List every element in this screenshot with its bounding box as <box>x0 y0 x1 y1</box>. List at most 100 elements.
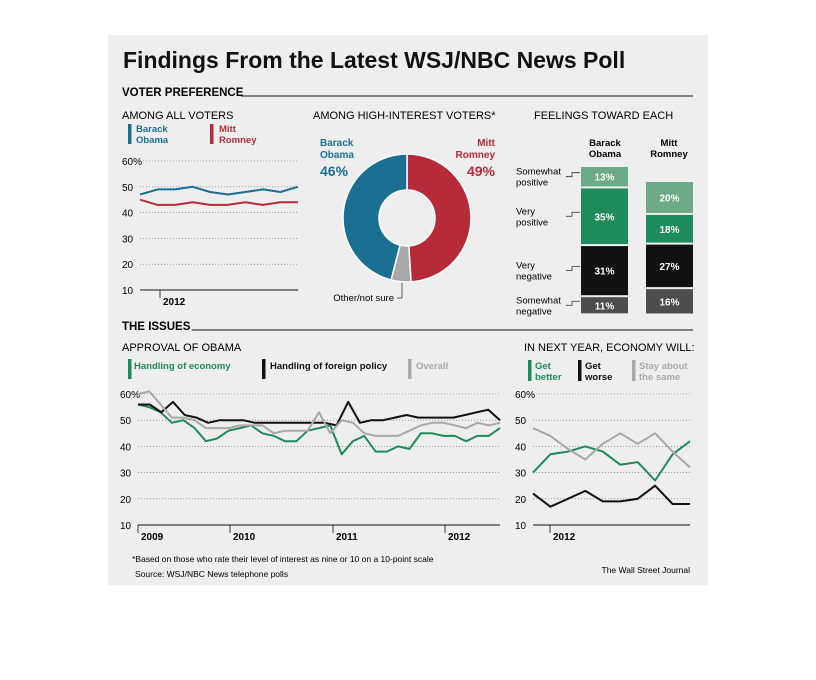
category-leader <box>566 266 580 272</box>
chart-title: AMONG HIGH-INTEREST VOTERS* <box>313 110 496 122</box>
legend-swatch <box>128 124 132 144</box>
y-tick-label: 10 <box>122 286 134 297</box>
x-tick-label: 2012 <box>448 532 471 543</box>
bar-segment <box>581 246 628 296</box>
category-leader <box>566 300 580 306</box>
category-label: Somewhat <box>516 295 561 306</box>
legend-swatch <box>408 359 412 379</box>
y-tick-label: 20 <box>122 260 134 271</box>
legend-label: Mitt <box>219 124 237 135</box>
legend-label: Obama <box>136 135 169 146</box>
slice-label: Other/not sure <box>333 293 394 304</box>
series-line-romney <box>139 198 298 206</box>
y-tick-label: 60% <box>120 390 140 401</box>
legend-swatch <box>578 360 582 381</box>
legend-label: Get <box>535 361 552 372</box>
y-tick-label: 60% <box>515 390 535 401</box>
bar-segment <box>581 297 628 314</box>
legend-swatch <box>128 359 132 379</box>
callout-line <box>397 280 403 299</box>
series-line-worse <box>532 484 690 508</box>
legend-label: Overall <box>416 361 448 372</box>
y-tick-label: 30 <box>120 469 132 480</box>
y-tick-label: 30 <box>515 469 527 480</box>
series-line-same <box>532 427 691 469</box>
series-line-overall <box>137 390 501 437</box>
donut-slice <box>342 153 408 281</box>
bar-value-label: 31% <box>594 267 614 278</box>
y-tick-label: 50 <box>122 183 134 194</box>
slice-value: 49% <box>467 163 496 179</box>
feelings-chart: FEELINGS TOWARD EACH Barack Obama Mitt R… <box>516 110 693 317</box>
main-title: Findings From the Latest WSJ/NBC News Po… <box>123 47 625 73</box>
legend-label: worse <box>584 372 612 383</box>
y-tick-label: 10 <box>120 521 132 532</box>
slice-label: Barack <box>320 138 354 149</box>
section-issues: THE ISSUES <box>122 321 191 333</box>
bar-value-label: 16% <box>659 297 679 308</box>
bar-value-label: 13% <box>594 173 614 184</box>
high-interest-chart: AMONG HIGH-INTEREST VOTERS* Barack Obama… <box>313 110 496 304</box>
x-tick-label: 2011 <box>336 532 358 543</box>
y-tick-label: 40 <box>122 209 134 220</box>
x-tick-label: 2012 <box>553 532 576 543</box>
legend-label: Stay about <box>639 361 688 372</box>
bar-segment <box>581 188 628 245</box>
legend-label: Handling of foreign policy <box>270 361 388 372</box>
legend-swatch <box>210 124 214 144</box>
slice-label: Mitt <box>477 138 495 149</box>
y-tick-label: 50 <box>120 416 132 427</box>
series-line-economy <box>137 403 501 456</box>
column-header: Barack <box>589 138 621 149</box>
chart-title: AMONG ALL VOTERS <box>122 110 233 122</box>
x-tick-label: 2012 <box>163 297 186 308</box>
credit: The Wall Street Journal <box>602 565 691 575</box>
legend-label: Get <box>585 361 602 372</box>
economy-outlook-chart: IN NEXT YEAR, ECONOMY WILL: Get better G… <box>515 342 695 543</box>
bar-segment <box>646 244 693 288</box>
y-tick-label: 60% <box>122 157 142 168</box>
legend-swatch <box>262 359 266 379</box>
bar-value-label: 11% <box>595 301 615 312</box>
category-label: Very <box>516 261 535 272</box>
source-note: Source: WSJ/NBC News telephone polls <box>135 569 288 579</box>
column-header: Romney <box>650 149 688 160</box>
y-tick-label: 40 <box>120 442 132 453</box>
category-label: negative <box>516 306 552 317</box>
bar-value-label: 20% <box>659 193 679 204</box>
approval-chart: APPROVAL OF OBAMA Handling of economy Ha… <box>120 342 501 543</box>
chart-title: IN NEXT YEAR, ECONOMY WILL: <box>524 342 695 354</box>
bar-segment <box>646 182 693 213</box>
x-tick-label: 2009 <box>141 532 164 543</box>
y-tick-label: 30 <box>122 234 134 245</box>
category-leader <box>566 172 580 178</box>
legend-label: better <box>535 372 562 383</box>
section-voter-preference: VOTER PREFERENCE <box>122 87 244 99</box>
column-header: Obama <box>589 149 622 160</box>
legend-label: Barack <box>136 124 168 135</box>
y-tick-label: 40 <box>515 442 527 453</box>
category-label: Somewhat <box>516 167 561 178</box>
category-label: negative <box>516 272 552 283</box>
bar-segment <box>646 289 693 314</box>
chart-title: APPROVAL OF OBAMA <box>122 342 242 354</box>
bar-segment <box>646 214 693 243</box>
series-line-foreign <box>138 400 501 427</box>
donut-slice <box>406 153 472 283</box>
category-label: positive <box>516 178 548 189</box>
x-tick-label: 2010 <box>233 532 256 543</box>
legend-label: Handling of economy <box>134 361 231 372</box>
y-tick-label: 50 <box>515 416 527 427</box>
slice-value: 46% <box>320 163 349 179</box>
y-tick-label: 10 <box>515 521 527 532</box>
legend-swatch <box>632 360 636 381</box>
category-leader <box>566 211 580 217</box>
series-line-obama <box>139 185 299 196</box>
column-header: Mitt <box>661 138 679 149</box>
bar-value-label: 35% <box>594 212 614 223</box>
category-label: positive <box>516 217 548 228</box>
all-voters-chart: AMONG ALL VOTERS Barack Obama Mitt Romne… <box>122 110 299 308</box>
footnote: *Based on those who rate their level of … <box>132 554 434 564</box>
y-tick-label: 20 <box>120 495 132 506</box>
y-tick-label: 20 <box>515 495 527 506</box>
